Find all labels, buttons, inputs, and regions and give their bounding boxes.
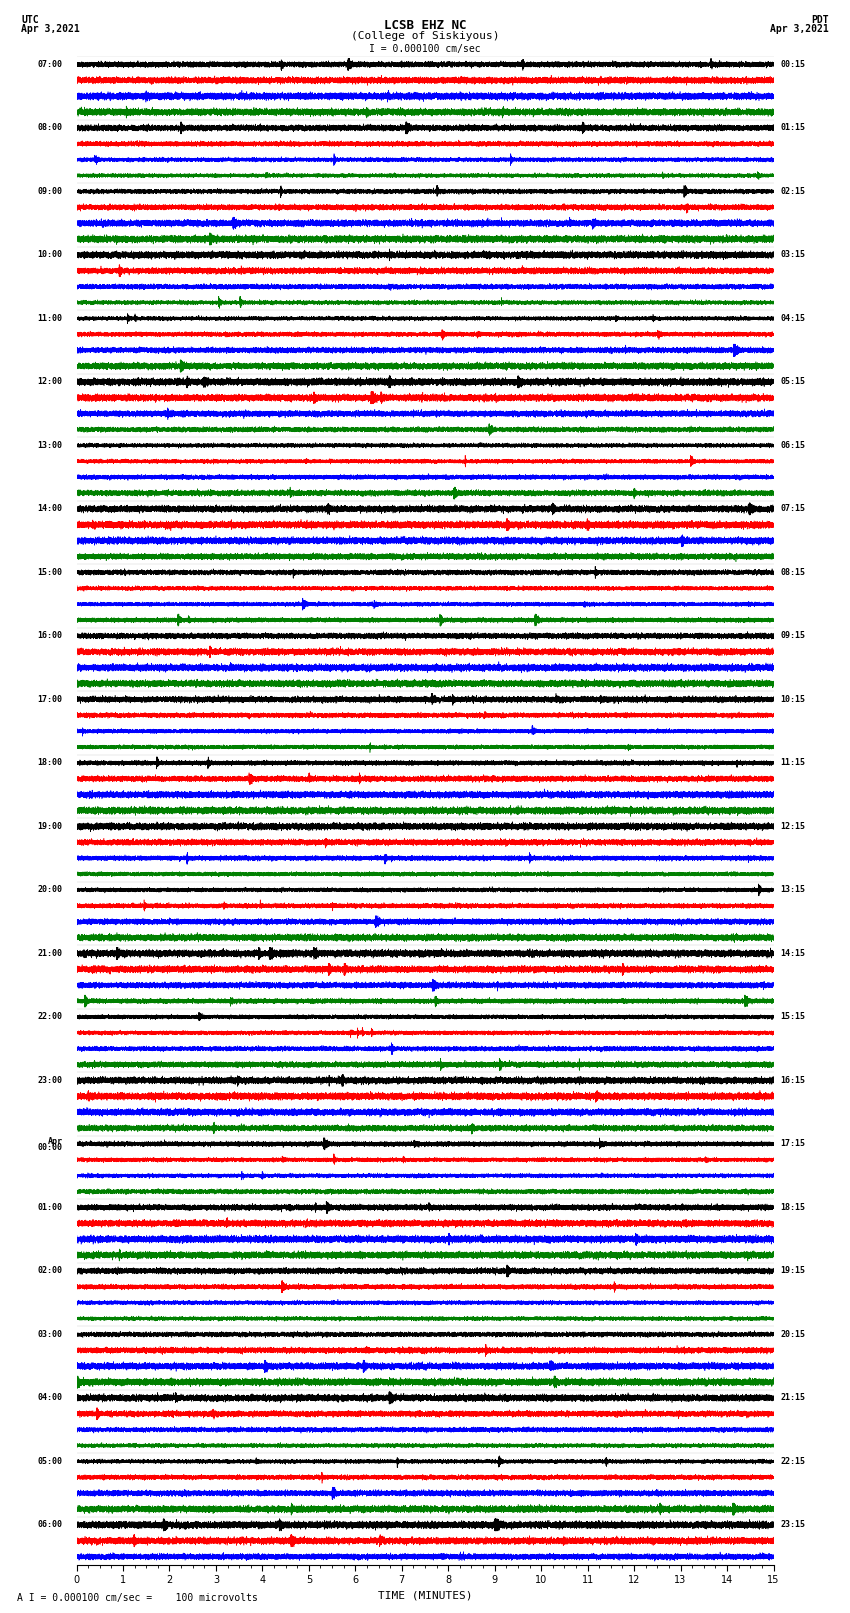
Text: A I = 0.000100 cm/sec =    100 microvolts: A I = 0.000100 cm/sec = 100 microvolts — [17, 1594, 258, 1603]
Text: 06:00: 06:00 — [37, 1521, 63, 1529]
Text: 02:15: 02:15 — [780, 187, 806, 195]
Text: 16:15: 16:15 — [780, 1076, 806, 1086]
Text: 01:00: 01:00 — [37, 1203, 63, 1211]
Text: 04:15: 04:15 — [780, 315, 806, 323]
Text: 00:00: 00:00 — [37, 1144, 63, 1152]
Text: 18:00: 18:00 — [37, 758, 63, 768]
Text: 16:00: 16:00 — [37, 631, 63, 640]
Text: 11:00: 11:00 — [37, 315, 63, 323]
Text: 09:15: 09:15 — [780, 631, 806, 640]
Text: 12:15: 12:15 — [780, 823, 806, 831]
Text: 21:15: 21:15 — [780, 1394, 806, 1402]
Text: 01:15: 01:15 — [780, 123, 806, 132]
Text: 15:00: 15:00 — [37, 568, 63, 577]
Text: 05:00: 05:00 — [37, 1457, 63, 1466]
Text: 17:00: 17:00 — [37, 695, 63, 703]
Text: Apr 3,2021: Apr 3,2021 — [770, 24, 829, 34]
Text: 23:15: 23:15 — [780, 1521, 806, 1529]
Text: 05:15: 05:15 — [780, 377, 806, 387]
Text: 02:00: 02:00 — [37, 1266, 63, 1276]
Text: 18:15: 18:15 — [780, 1203, 806, 1211]
Text: 08:00: 08:00 — [37, 123, 63, 132]
Text: 20:00: 20:00 — [37, 886, 63, 895]
Text: 00:15: 00:15 — [780, 60, 806, 69]
Text: 14:15: 14:15 — [780, 948, 806, 958]
Text: 12:00: 12:00 — [37, 377, 63, 387]
Text: 14:00: 14:00 — [37, 505, 63, 513]
X-axis label: TIME (MINUTES): TIME (MINUTES) — [377, 1590, 473, 1600]
Text: 10:15: 10:15 — [780, 695, 806, 703]
Text: LCSB EHZ NC: LCSB EHZ NC — [383, 19, 467, 32]
Text: 09:00: 09:00 — [37, 187, 63, 195]
Text: 06:15: 06:15 — [780, 440, 806, 450]
Text: 08:15: 08:15 — [780, 568, 806, 577]
Text: 20:15: 20:15 — [780, 1329, 806, 1339]
Text: Apr: Apr — [48, 1137, 63, 1145]
Text: 03:15: 03:15 — [780, 250, 806, 260]
Text: UTC: UTC — [21, 15, 39, 24]
Text: 11:15: 11:15 — [780, 758, 806, 768]
Text: 13:15: 13:15 — [780, 886, 806, 895]
Text: 15:15: 15:15 — [780, 1013, 806, 1021]
Text: 07:00: 07:00 — [37, 60, 63, 69]
Text: 19:00: 19:00 — [37, 823, 63, 831]
Text: 04:00: 04:00 — [37, 1394, 63, 1402]
Text: (College of Siskiyous): (College of Siskiyous) — [351, 31, 499, 40]
Text: 13:00: 13:00 — [37, 440, 63, 450]
Text: 17:15: 17:15 — [780, 1139, 806, 1148]
Text: I = 0.000100 cm/sec: I = 0.000100 cm/sec — [369, 44, 481, 53]
Text: PDT: PDT — [811, 15, 829, 24]
Text: 22:15: 22:15 — [780, 1457, 806, 1466]
Text: 21:00: 21:00 — [37, 948, 63, 958]
Text: 22:00: 22:00 — [37, 1013, 63, 1021]
Text: 07:15: 07:15 — [780, 505, 806, 513]
Text: 03:00: 03:00 — [37, 1329, 63, 1339]
Text: 23:00: 23:00 — [37, 1076, 63, 1086]
Text: 19:15: 19:15 — [780, 1266, 806, 1276]
Text: Apr 3,2021: Apr 3,2021 — [21, 24, 80, 34]
Text: 10:00: 10:00 — [37, 250, 63, 260]
